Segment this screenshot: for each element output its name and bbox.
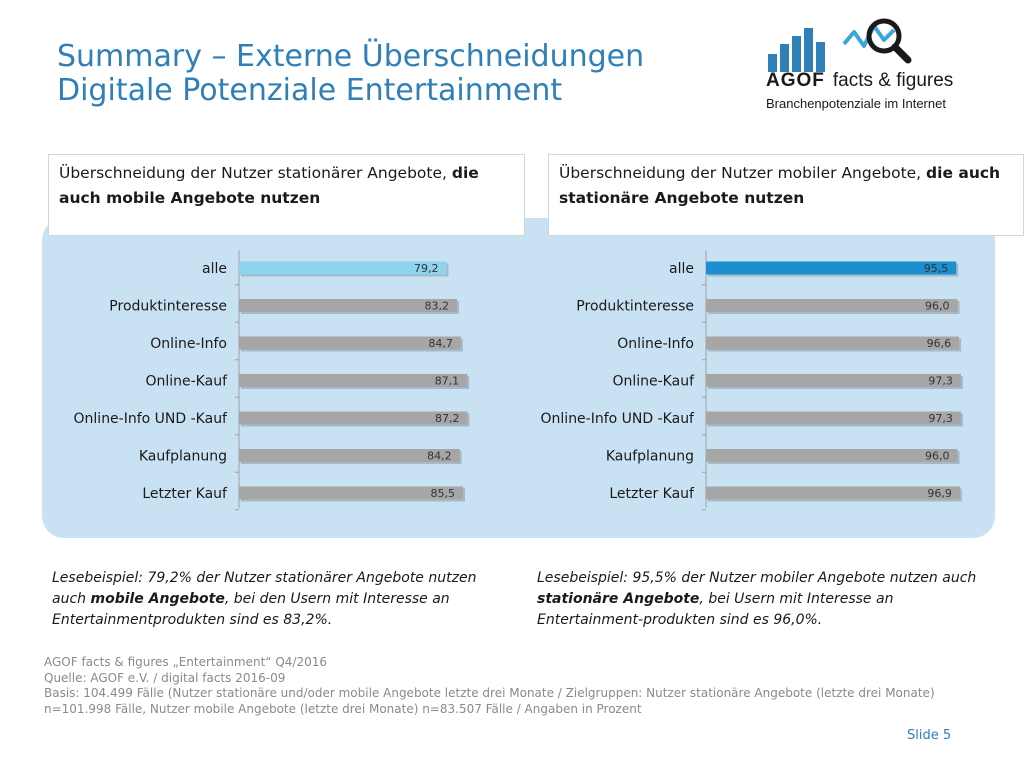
right-note-bold: stationäre Angebote [537, 591, 700, 607]
logo-brand: AGOF [766, 70, 825, 91]
right-chart-header: Überschneidung der Nutzer mobiler Angebo… [548, 154, 1024, 236]
right-value-label: 97,3 [928, 412, 953, 425]
right-category-label: Online-Info UND -Kauf [541, 411, 696, 427]
left-note-text-2: , bei den Usern mit Interesse an Enterta… [52, 591, 450, 628]
logo-magnifier-lens [866, 18, 902, 54]
left-category-label: alle [202, 261, 227, 277]
right-value-label: 96,0 [925, 450, 950, 463]
right-bar [706, 336, 960, 350]
footer-line-1: AGOF facts & figures „Entertainment“ Q4/… [44, 655, 327, 669]
right-bar [706, 261, 957, 275]
left-bar [239, 449, 460, 462]
right-bar [706, 411, 961, 425]
left-note-text-1: Lesebeispiel: 79,2% der Nutzer stationär… [52, 570, 477, 607]
left-reading-example: Lesebeispiel: 79,2% der Nutzer stationär… [52, 568, 482, 631]
left-value-label: 84,7 [428, 337, 453, 350]
left-category-label: Letzter Kauf [142, 486, 228, 502]
right-category-label: Online-Info [617, 336, 694, 352]
right-note-text-1: Lesebeispiel: 95,5% der Nutzer mobiler A… [537, 570, 977, 586]
right-category-label: Letzter Kauf [609, 486, 695, 502]
logo-bar-4 [804, 28, 813, 72]
right-reading-example: Lesebeispiel: 95,5% der Nutzer mobiler A… [537, 568, 987, 631]
left-bar [239, 261, 447, 275]
left-header-text: Überschneidung der Nutzer stationärer An… [59, 164, 452, 182]
left-category-label: Produktinteresse [109, 299, 227, 315]
left-value-label: 85,5 [431, 487, 456, 500]
footer-line-2: Quelle: AGOF e.V. / digital facts 2016-0… [44, 670, 286, 685]
footer-line-3: Basis: 104.499 Fälle (Nutzer stationäre … [44, 686, 935, 716]
left-bar [239, 299, 457, 312]
right-value-label: 96,9 [927, 487, 952, 500]
left-value-label: 84,2 [427, 450, 452, 463]
slide-number: Slide 5 [907, 728, 952, 743]
left-category-label: Online-Kauf [145, 374, 228, 390]
left-value-label: 79,2 [414, 262, 439, 275]
right-category-label: alle [669, 261, 694, 277]
logo-bar-3 [792, 36, 801, 72]
left-category-label: Kaufplanung [139, 449, 227, 465]
logo-bar-2 [780, 44, 789, 72]
left-value-label: 83,2 [424, 300, 449, 313]
logo-product: facts & figures [832, 70, 954, 91]
right-bar [706, 486, 960, 500]
left-bar [239, 374, 468, 387]
source-footer: AGOF facts & figures „Entertainment“ Q4/… [44, 655, 964, 717]
title-line-1: Summary – Externe Überschneidungen [57, 39, 645, 74]
slide-title: Summary – Externe Überschneidungen Digit… [57, 40, 644, 108]
right-value-label: 97,3 [928, 375, 953, 388]
right-category-label: Produktinteresse [576, 299, 694, 315]
left-category-label: Online-Info [150, 336, 227, 352]
right-value-label: 95,5 [924, 262, 949, 275]
right-bar [706, 449, 958, 462]
left-value-label: 87,1 [435, 375, 460, 388]
title-line-2: Digitale Potenziale Entertainment [57, 73, 563, 108]
left-bar [239, 411, 468, 425]
left-value-label: 87,2 [435, 412, 460, 425]
logo-tagline: Branchenpotenziale im Internet [766, 96, 946, 111]
right-header-bold: die auch stationäre Angebote nutzen [559, 164, 1001, 207]
bar-charts: alle 79,2 Produktinteresse 83,2 Online-Info 8… [74, 250, 963, 511]
left-chart-header: Überschneidung der Nutzer stationärer An… [48, 154, 525, 236]
right-value-label: 96,0 [925, 300, 950, 313]
right-bar [706, 299, 958, 312]
left-header-bold: die auch mobile Angebote nutzen [59, 164, 479, 207]
right-bar [706, 374, 961, 387]
right-category-label: Kaufplanung [606, 449, 694, 465]
left-bar [239, 486, 464, 500]
right-header-text: Überschneidung der Nutzer mobiler Angebo… [559, 164, 927, 182]
logo-wordmark: AGOF facts & figures [766, 70, 953, 92]
right-value-label: 96,6 [927, 337, 952, 350]
left-note-bold: mobile Angebote [90, 591, 225, 607]
agof-logo: AGOF facts & figures Branchenpotenziale i… [766, 14, 956, 114]
logo-bar-1 [768, 54, 777, 72]
left-category-label: Online-Info UND -Kauf [74, 411, 229, 427]
logo-magnifier-handle [891, 43, 912, 64]
left-bar [239, 336, 461, 350]
right-category-label: Online-Kauf [612, 374, 695, 390]
logo-chart-icon [768, 18, 912, 72]
right-note-text-2: , bei Usern mit Interesse an Entertainme… [537, 591, 894, 628]
logo-bar-5 [816, 42, 825, 72]
